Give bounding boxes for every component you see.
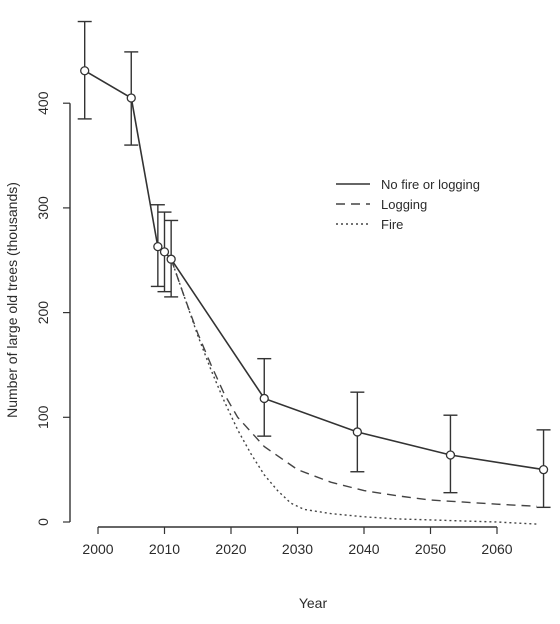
data-point bbox=[166, 254, 176, 264]
y-tick-label: 300 bbox=[35, 196, 51, 220]
data-point bbox=[445, 450, 456, 460]
y-axis-title: Number of large old trees (thousands) bbox=[4, 182, 20, 418]
x-tick-label: 2040 bbox=[348, 541, 379, 557]
data-point bbox=[352, 427, 363, 437]
x-tick-label: 2060 bbox=[481, 541, 512, 557]
data-point bbox=[80, 66, 90, 76]
x-tick-label: 2050 bbox=[415, 541, 446, 557]
y-tick-label: 100 bbox=[35, 405, 51, 429]
data-point bbox=[259, 393, 269, 404]
legend-label: Fire bbox=[381, 217, 403, 232]
data-point bbox=[153, 241, 163, 252]
y-tick-label: 400 bbox=[35, 91, 51, 115]
axes: 0 100 200 300 400 2000 2010 2020 2030 2040 2050 206… bbox=[35, 91, 513, 557]
legend-label: No fire or logging bbox=[381, 177, 480, 192]
x-tick-label: 2010 bbox=[149, 541, 180, 557]
y-tick-label: 0 bbox=[35, 518, 51, 526]
data-points bbox=[80, 66, 549, 475]
error-bars bbox=[77, 20, 551, 509]
series-line-dashed bbox=[170, 258, 537, 507]
legend-label: Logging bbox=[381, 197, 427, 212]
y-tick-label: 200 bbox=[35, 301, 51, 325]
x-tick-label: 2030 bbox=[282, 541, 313, 557]
data-point bbox=[159, 247, 170, 257]
x-axis-title: Year bbox=[299, 595, 328, 611]
x-tick-label: 2020 bbox=[215, 541, 246, 557]
x-tick-label: 2000 bbox=[82, 541, 113, 557]
legend: No fire or logging Logging Fire bbox=[336, 177, 480, 232]
series-line-dotted bbox=[170, 258, 537, 525]
series-line-solid bbox=[84, 70, 544, 471]
series-lines bbox=[84, 70, 544, 525]
data-point bbox=[538, 464, 549, 475]
data-point bbox=[126, 93, 136, 103]
